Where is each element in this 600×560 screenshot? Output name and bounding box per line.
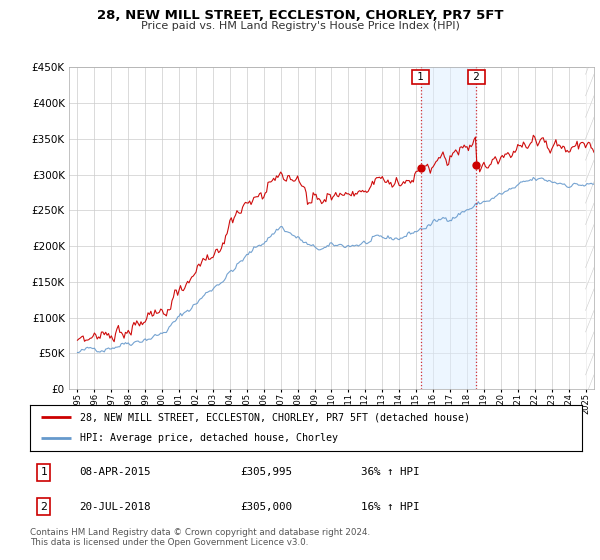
Text: 08-APR-2015: 08-APR-2015 <box>80 468 151 477</box>
Text: £305,000: £305,000 <box>240 502 292 511</box>
Text: HPI: Average price, detached house, Chorley: HPI: Average price, detached house, Chor… <box>80 433 338 444</box>
Text: 28, NEW MILL STREET, ECCLESTON, CHORLEY, PR7 5FT: 28, NEW MILL STREET, ECCLESTON, CHORLEY,… <box>97 9 503 22</box>
Text: 20-JUL-2018: 20-JUL-2018 <box>80 502 151 511</box>
Text: Price paid vs. HM Land Registry's House Price Index (HPI): Price paid vs. HM Land Registry's House … <box>140 21 460 31</box>
Text: 1: 1 <box>40 468 47 477</box>
Text: 16% ↑ HPI: 16% ↑ HPI <box>361 502 420 511</box>
Text: 2: 2 <box>470 72 483 82</box>
Text: 2: 2 <box>40 502 47 511</box>
Text: £305,995: £305,995 <box>240 468 292 477</box>
Text: 36% ↑ HPI: 36% ↑ HPI <box>361 468 420 477</box>
Bar <box>421 67 476 389</box>
Text: Contains HM Land Registry data © Crown copyright and database right 2024.
This d: Contains HM Land Registry data © Crown c… <box>30 528 370 547</box>
Text: 28, NEW MILL STREET, ECCLESTON, CHORLEY, PR7 5FT (detached house): 28, NEW MILL STREET, ECCLESTON, CHORLEY,… <box>80 412 470 422</box>
Text: 1: 1 <box>414 72 427 82</box>
